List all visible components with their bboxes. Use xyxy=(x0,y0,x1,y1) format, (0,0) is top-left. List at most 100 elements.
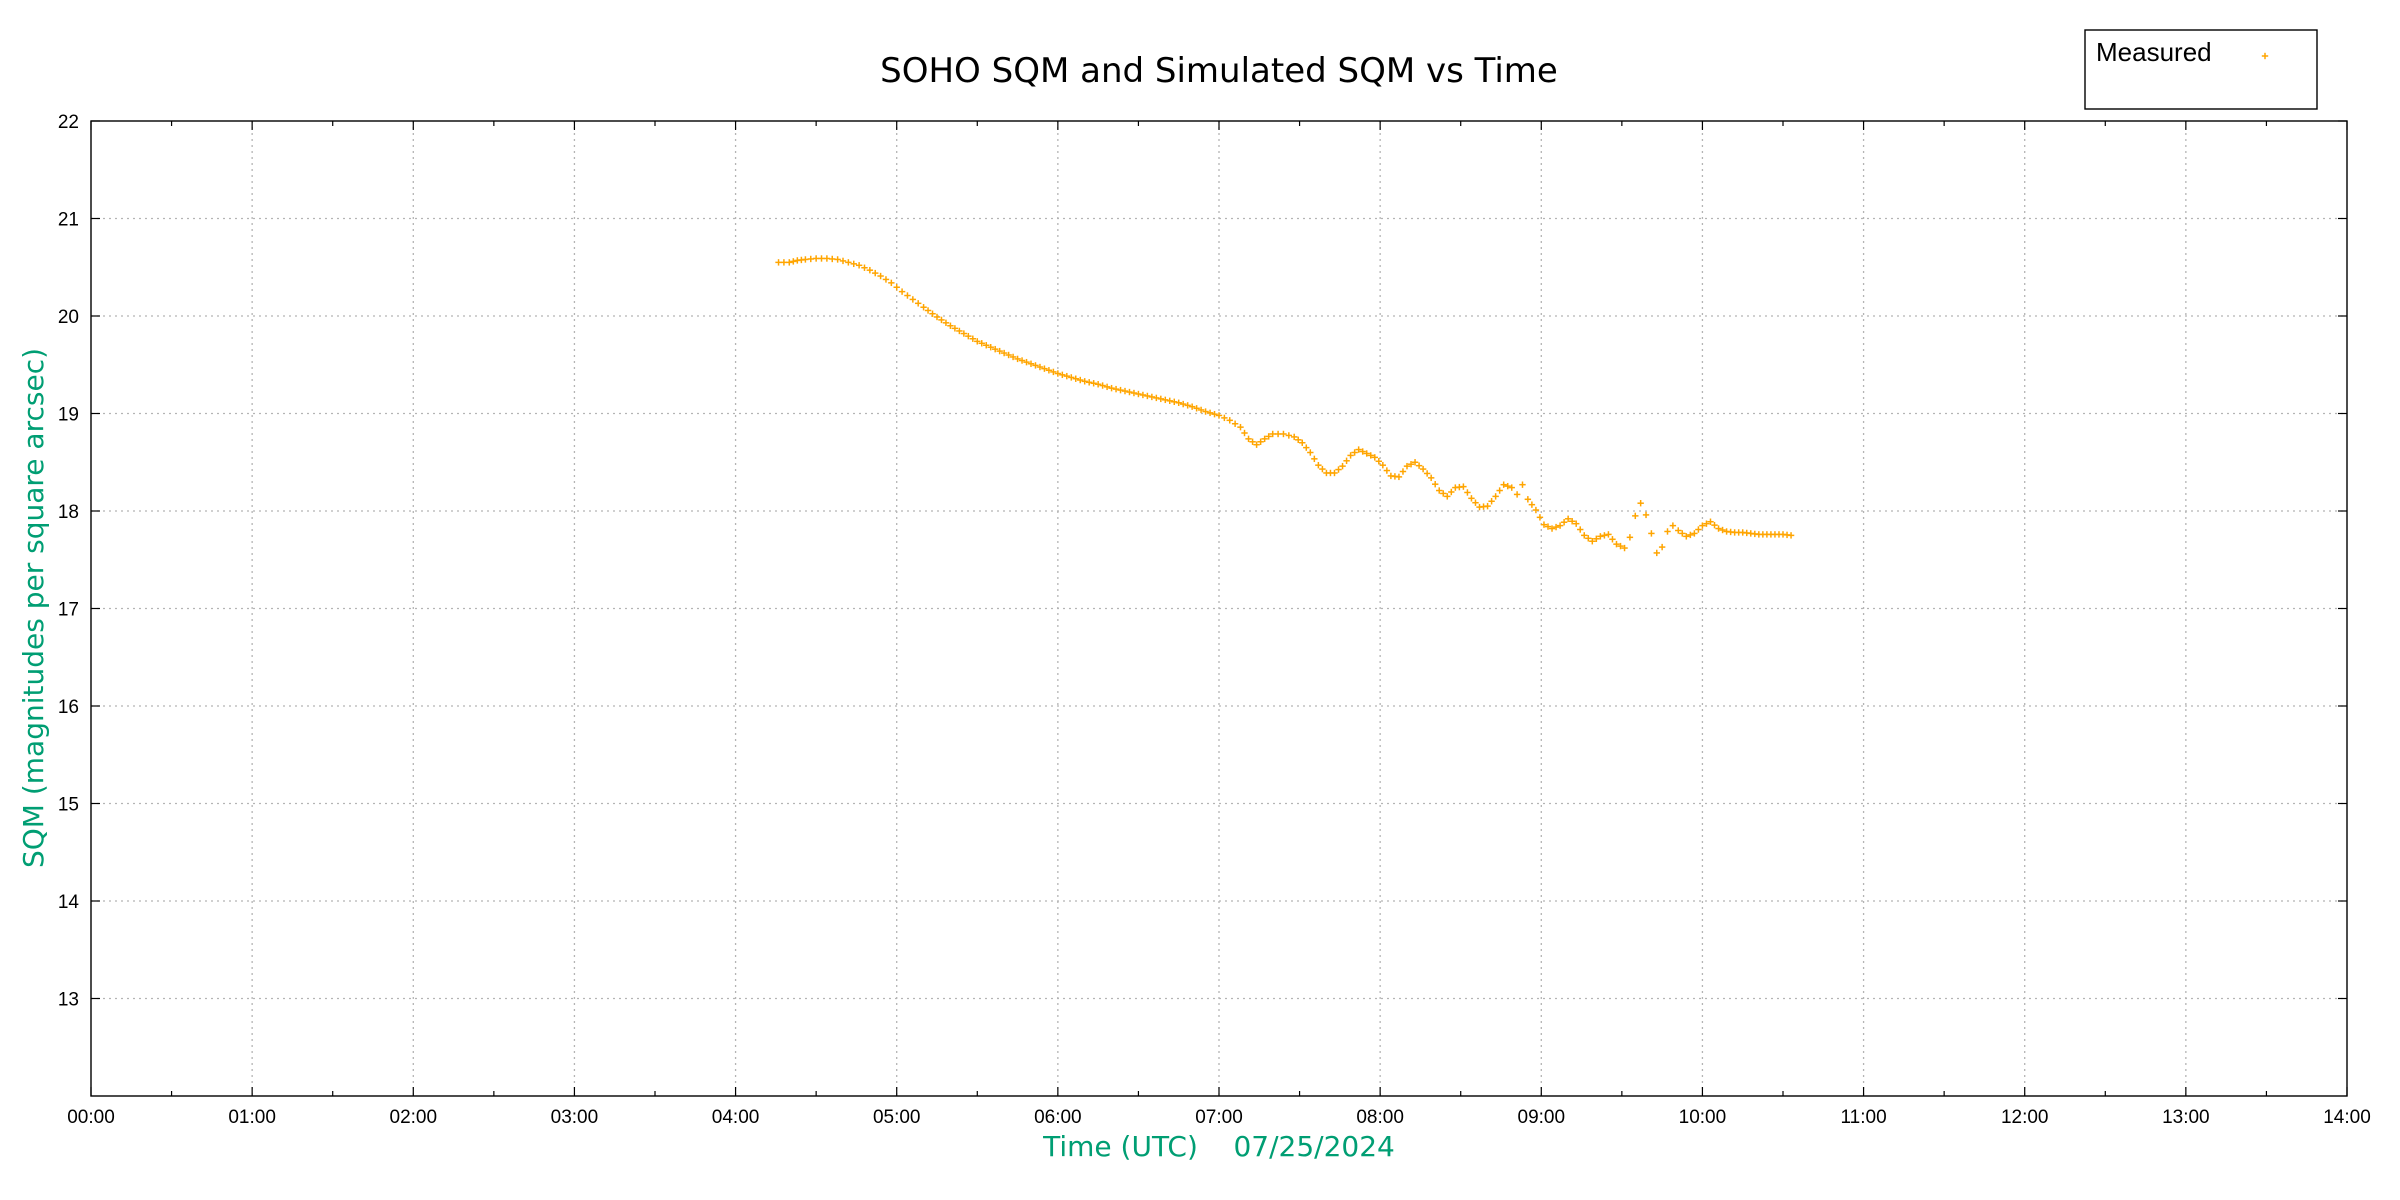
data-point xyxy=(1315,461,1322,469)
y-tick-label: 17 xyxy=(58,600,79,621)
data-point xyxy=(1642,511,1650,519)
data-point xyxy=(1436,487,1443,494)
y-tick-label: 16 xyxy=(58,697,79,718)
data-point xyxy=(1664,528,1671,535)
data-point xyxy=(1085,379,1093,386)
data-point xyxy=(1148,393,1156,401)
data-point xyxy=(1679,530,1686,537)
data-point xyxy=(1221,414,1228,422)
data-point xyxy=(1355,446,1362,453)
data-point xyxy=(1683,533,1690,540)
data-point xyxy=(1237,423,1244,431)
data-point xyxy=(1126,388,1133,396)
data-point xyxy=(1045,367,1053,374)
data-point xyxy=(1367,452,1374,459)
y-tick-label: 14 xyxy=(58,892,80,913)
data-point xyxy=(1464,489,1471,496)
data-point xyxy=(915,300,922,307)
data-point xyxy=(1648,530,1655,537)
axis-ticks: 00:00 01:00 02:00 03:00 04:00 05:00 06:00 07:00… xyxy=(58,112,2371,1128)
data-point xyxy=(1231,420,1239,427)
data-point xyxy=(1280,430,1287,438)
legend-marker-point xyxy=(2261,52,2269,60)
x-tick-label: 06:00 xyxy=(1034,1107,1082,1128)
data-point xyxy=(1094,381,1102,388)
data-point xyxy=(1291,433,1298,441)
data-point xyxy=(1787,532,1795,539)
data-point xyxy=(1135,390,1142,398)
x-tick-label: 00:00 xyxy=(67,1107,115,1128)
data-point xyxy=(1179,400,1187,408)
data-point xyxy=(1090,380,1097,387)
data-point xyxy=(1524,496,1532,503)
data-point xyxy=(1508,484,1515,491)
data-point xyxy=(1202,408,1209,415)
data-point xyxy=(969,335,977,342)
data-point xyxy=(802,256,809,263)
data-point xyxy=(1171,398,1178,405)
legend-label-measured: Measured xyxy=(2096,37,2212,67)
data-point xyxy=(1261,435,1268,443)
data-point xyxy=(1488,498,1495,505)
data-point xyxy=(786,259,793,266)
data-point xyxy=(866,266,874,274)
data-point xyxy=(1130,389,1138,397)
data-point xyxy=(1468,495,1475,502)
data-point xyxy=(1319,465,1326,473)
data-point xyxy=(1018,357,1026,364)
data-point xyxy=(1564,515,1572,522)
data-point xyxy=(790,258,797,265)
data-point xyxy=(1295,436,1302,444)
data-point xyxy=(877,272,884,280)
data-point xyxy=(872,269,879,277)
data-point xyxy=(1536,514,1544,521)
data-point xyxy=(929,310,936,317)
data-point xyxy=(1193,405,1200,412)
data-point xyxy=(1601,532,1608,539)
data-point xyxy=(938,316,945,324)
data-point xyxy=(1014,355,1021,363)
data-point xyxy=(1249,438,1256,445)
data-point xyxy=(951,325,959,332)
data-point xyxy=(1653,549,1660,557)
data-point xyxy=(1528,501,1536,508)
data-point xyxy=(1605,531,1612,538)
data-point xyxy=(1068,374,1075,381)
data-point xyxy=(1299,439,1306,446)
data-point xyxy=(1715,525,1722,532)
data-point xyxy=(1351,449,1358,456)
data-point xyxy=(956,327,963,335)
data-point xyxy=(904,292,911,299)
x-tick-label: 05:00 xyxy=(873,1107,921,1128)
data-point xyxy=(1577,526,1584,533)
x-tick-label: 04:00 xyxy=(712,1107,760,1128)
data-point xyxy=(780,259,788,266)
data-point xyxy=(1059,371,1066,379)
data-point xyxy=(818,255,825,262)
data-point xyxy=(933,313,941,321)
data-point xyxy=(1395,473,1403,481)
data-point xyxy=(1257,438,1264,445)
data-point xyxy=(1099,382,1106,389)
data-point xyxy=(947,322,954,329)
data-point xyxy=(1335,466,1342,473)
data-point xyxy=(1371,454,1378,461)
data-point xyxy=(1197,406,1205,414)
data-point xyxy=(974,338,981,345)
data-point xyxy=(1403,462,1411,470)
legend: Measured xyxy=(2084,29,2318,110)
data-point xyxy=(1285,432,1293,439)
data-point xyxy=(1363,450,1370,457)
data-point xyxy=(1072,375,1079,382)
data-point xyxy=(1621,544,1628,552)
data-point xyxy=(1411,459,1419,466)
data-point xyxy=(1675,527,1682,534)
data-point xyxy=(1504,482,1511,490)
data-point xyxy=(1492,493,1499,500)
data-point xyxy=(1637,500,1644,507)
y-tick-label: 13 xyxy=(58,990,79,1011)
data-point xyxy=(1359,448,1366,455)
data-point xyxy=(1139,391,1147,399)
data-point xyxy=(1253,441,1260,448)
data-point xyxy=(1626,534,1634,541)
